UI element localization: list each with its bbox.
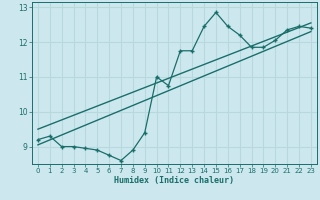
X-axis label: Humidex (Indice chaleur): Humidex (Indice chaleur) xyxy=(115,176,234,185)
